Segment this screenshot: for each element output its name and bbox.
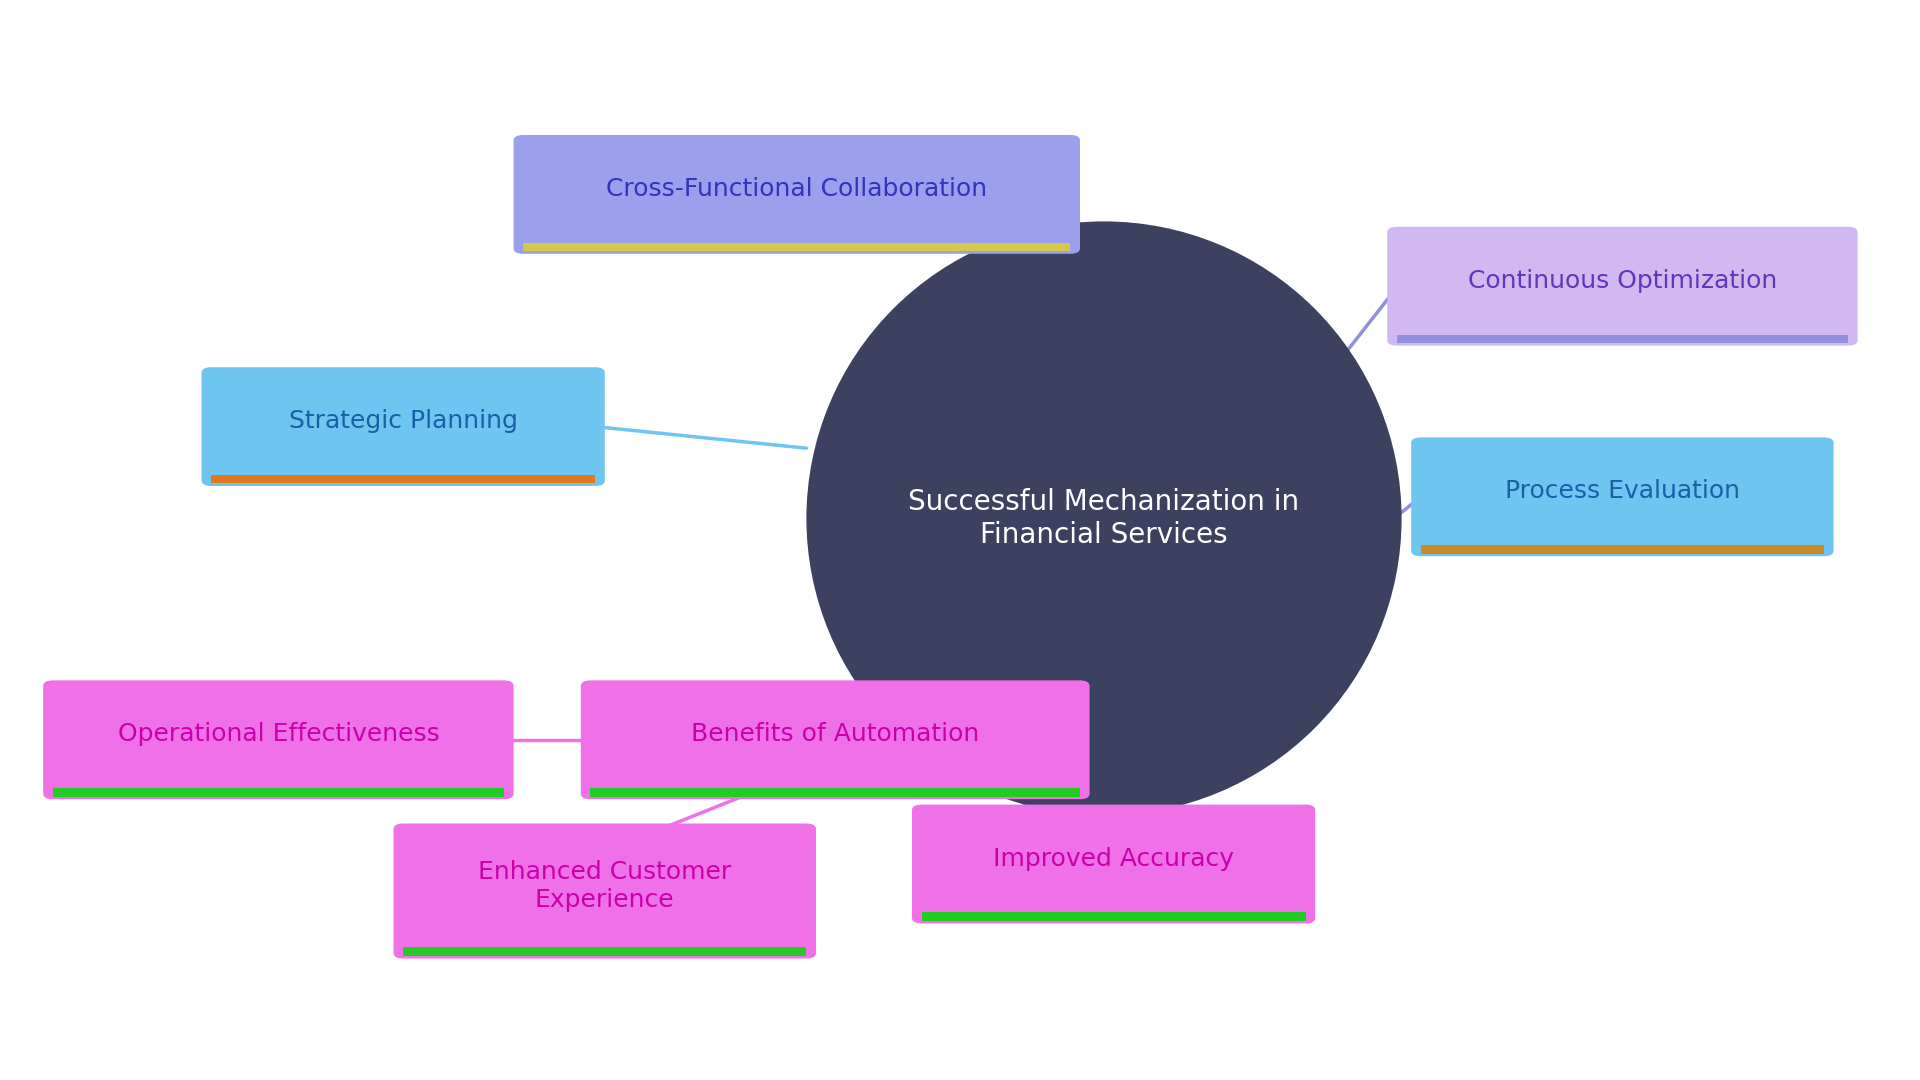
Bar [211, 475, 595, 484]
Text: Operational Effectiveness: Operational Effectiveness [117, 723, 440, 746]
Text: Improved Accuracy: Improved Accuracy [993, 847, 1235, 870]
Bar [591, 788, 1079, 797]
Text: Benefits of Automation: Benefits of Automation [691, 723, 979, 746]
Text: Strategic Planning: Strategic Planning [288, 409, 518, 433]
Text: Cross-Functional Collaboration: Cross-Functional Collaboration [607, 177, 987, 201]
FancyBboxPatch shape [1411, 437, 1834, 556]
Bar [52, 788, 503, 797]
Bar [922, 913, 1306, 921]
Bar [1398, 335, 1849, 343]
Bar [1421, 545, 1824, 554]
FancyBboxPatch shape [42, 680, 515, 799]
FancyBboxPatch shape [202, 367, 605, 486]
FancyBboxPatch shape [1386, 227, 1859, 346]
Bar [522, 243, 1069, 252]
FancyBboxPatch shape [394, 823, 816, 959]
Text: Successful Mechanization in
Financial Services: Successful Mechanization in Financial Se… [908, 488, 1300, 549]
Text: Enhanced Customer
Experience: Enhanced Customer Experience [478, 860, 732, 912]
FancyBboxPatch shape [912, 805, 1315, 923]
FancyBboxPatch shape [513, 135, 1079, 254]
Text: Process Evaluation: Process Evaluation [1505, 480, 1740, 503]
Ellipse shape [806, 221, 1402, 815]
Text: Continuous Optimization: Continuous Optimization [1467, 269, 1778, 293]
FancyBboxPatch shape [580, 680, 1089, 799]
Bar [403, 947, 806, 956]
